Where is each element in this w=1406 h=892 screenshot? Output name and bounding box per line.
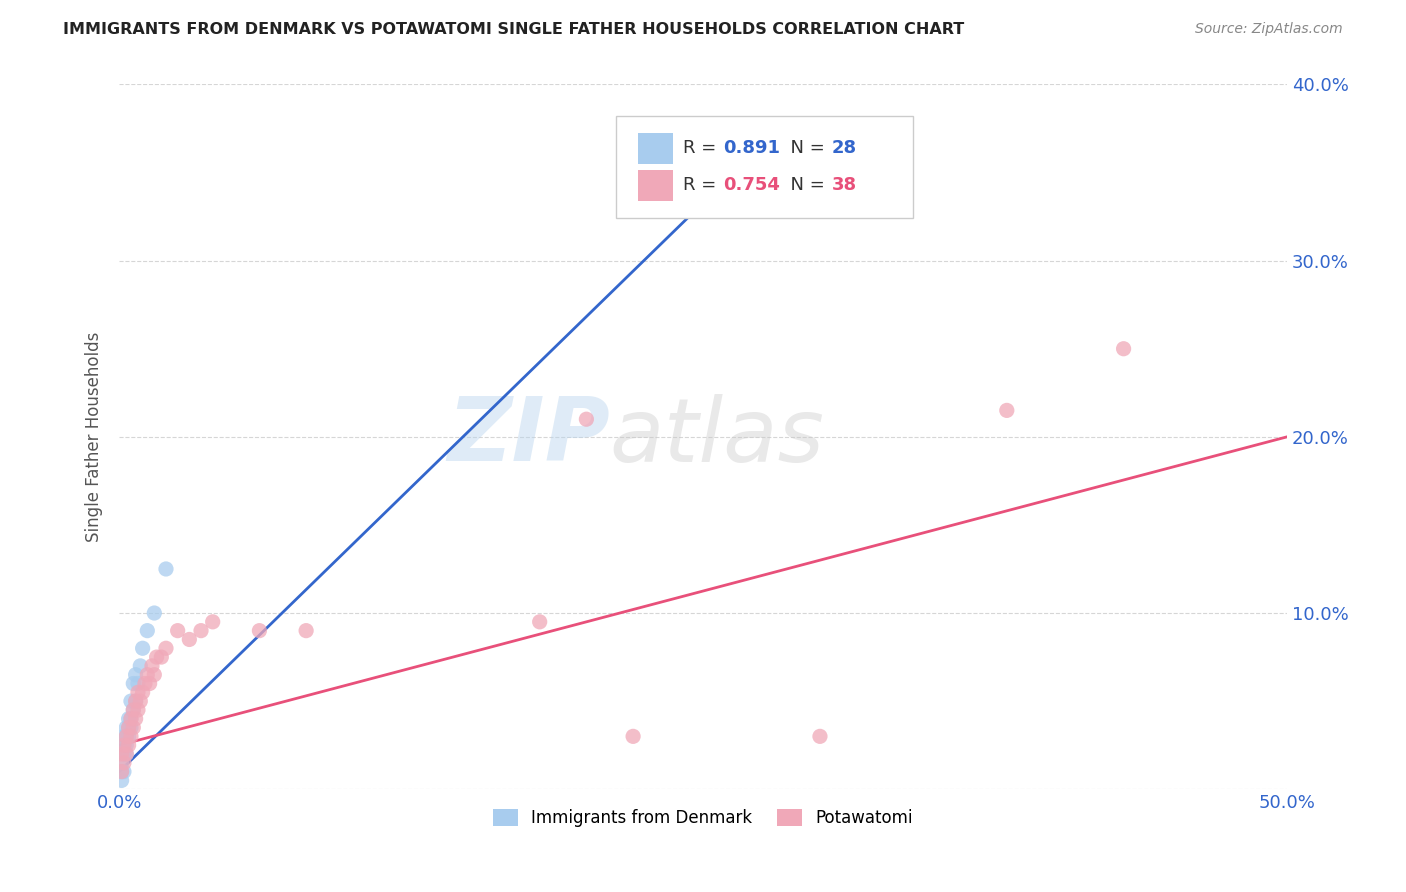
Point xyxy=(134,676,156,690)
Point xyxy=(808,730,831,744)
Point xyxy=(117,721,139,735)
Point xyxy=(112,738,135,752)
Point xyxy=(115,721,138,735)
Point xyxy=(621,730,644,744)
Text: R =: R = xyxy=(683,139,723,157)
Point xyxy=(179,632,201,647)
Point xyxy=(575,412,598,426)
Text: 0.754: 0.754 xyxy=(723,177,780,194)
Text: ZIP: ZIP xyxy=(447,393,610,480)
Point xyxy=(120,712,142,726)
Text: atlas: atlas xyxy=(610,394,825,480)
Point xyxy=(136,667,159,681)
Point xyxy=(249,624,271,638)
Point xyxy=(127,703,149,717)
Point xyxy=(117,738,139,752)
Point xyxy=(124,694,146,708)
Point xyxy=(112,747,135,761)
Point xyxy=(127,676,149,690)
Point xyxy=(110,764,132,779)
Point xyxy=(131,641,153,656)
Point xyxy=(124,667,146,681)
Point xyxy=(117,712,139,726)
Point xyxy=(120,721,142,735)
Point xyxy=(122,721,145,735)
Point xyxy=(141,659,163,673)
Point xyxy=(529,615,551,629)
Point xyxy=(115,747,138,761)
Point xyxy=(295,624,318,638)
Point xyxy=(122,703,145,717)
Point xyxy=(122,676,145,690)
Text: 0.891: 0.891 xyxy=(723,139,780,157)
Point xyxy=(131,685,153,699)
Point xyxy=(201,615,224,629)
Text: 28: 28 xyxy=(831,139,856,157)
Text: IMMIGRANTS FROM DENMARK VS POTAWATOMI SINGLE FATHER HOUSEHOLDS CORRELATION CHART: IMMIGRANTS FROM DENMARK VS POTAWATOMI SI… xyxy=(63,22,965,37)
Point xyxy=(995,403,1018,417)
FancyBboxPatch shape xyxy=(638,133,673,164)
Point xyxy=(122,703,145,717)
Point xyxy=(166,624,188,638)
Point xyxy=(117,721,139,735)
Point xyxy=(112,764,135,779)
FancyBboxPatch shape xyxy=(638,170,673,202)
Point xyxy=(112,730,135,744)
Point xyxy=(143,667,166,681)
Point xyxy=(145,650,167,665)
Point xyxy=(115,730,138,744)
Point xyxy=(124,712,146,726)
FancyBboxPatch shape xyxy=(616,116,914,219)
Point xyxy=(120,730,142,744)
Point xyxy=(129,659,152,673)
Point xyxy=(1112,342,1135,356)
Text: Source: ZipAtlas.com: Source: ZipAtlas.com xyxy=(1195,22,1343,37)
Point xyxy=(150,650,173,665)
Point xyxy=(120,694,142,708)
Legend: Immigrants from Denmark, Potawatomi: Immigrants from Denmark, Potawatomi xyxy=(486,802,920,834)
Point xyxy=(124,694,146,708)
Point xyxy=(155,562,177,576)
Point xyxy=(112,756,135,770)
Point xyxy=(129,694,152,708)
Point xyxy=(110,747,132,761)
Y-axis label: Single Father Households: Single Father Households xyxy=(86,332,103,542)
Point xyxy=(115,730,138,744)
Point xyxy=(143,606,166,620)
Point xyxy=(110,764,132,779)
Point xyxy=(155,641,177,656)
Point xyxy=(117,730,139,744)
Point xyxy=(110,756,132,770)
Point xyxy=(190,624,212,638)
Text: N =: N = xyxy=(779,177,831,194)
Point xyxy=(120,712,142,726)
Text: N =: N = xyxy=(779,139,831,157)
Point xyxy=(115,747,138,761)
Point xyxy=(127,685,149,699)
Point xyxy=(115,738,138,752)
Text: 38: 38 xyxy=(831,177,856,194)
Text: R =: R = xyxy=(683,177,723,194)
Point xyxy=(136,624,159,638)
Point xyxy=(138,676,160,690)
Point xyxy=(808,121,831,136)
Point xyxy=(110,773,132,788)
Point xyxy=(112,738,135,752)
